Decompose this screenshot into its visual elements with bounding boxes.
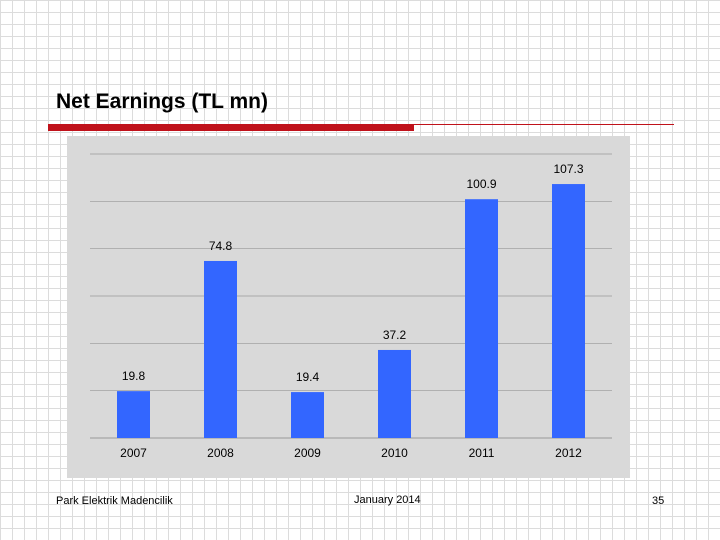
bar-2010 xyxy=(378,349,411,438)
slide-title: Net Earnings (TL mn) xyxy=(56,90,268,113)
x-tick-label-2012: 2012 xyxy=(555,446,582,460)
footer-company-name: Park Elektrik Madencilik xyxy=(56,495,173,507)
data-label-2010: 37.2 xyxy=(383,328,407,342)
page-number: 35 xyxy=(652,495,665,507)
x-tick-label-2010: 2010 xyxy=(381,446,408,460)
bar-2008 xyxy=(204,260,237,438)
bar-2011 xyxy=(465,199,498,438)
footer-date: January 2014 xyxy=(354,494,421,506)
chart-panel xyxy=(67,136,630,478)
data-label-2009: 19.4 xyxy=(296,370,320,384)
bar-2012 xyxy=(552,184,585,438)
bar-2009 xyxy=(291,392,324,438)
x-tick-label-2011: 2011 xyxy=(469,446,495,460)
data-label-2008: 74.8 xyxy=(209,239,233,253)
x-tick-label-2009: 2009 xyxy=(294,446,321,460)
data-label-2007: 19.8 xyxy=(122,369,146,383)
x-tick-label-2007: 2007 xyxy=(120,446,147,460)
title-underline-thin xyxy=(414,124,674,125)
data-label-2012: 107.3 xyxy=(553,162,583,176)
data-label-2011: 100.9 xyxy=(466,177,496,191)
title-underline-accent xyxy=(48,124,414,131)
bar-2007 xyxy=(117,391,150,438)
x-tick-label-2008: 2008 xyxy=(207,446,234,460)
